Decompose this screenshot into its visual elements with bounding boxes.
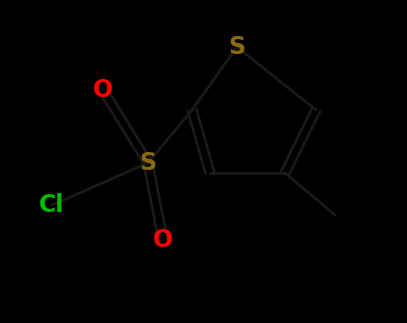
Text: S: S [140, 151, 157, 175]
Text: Cl: Cl [39, 193, 65, 217]
Text: O: O [153, 228, 173, 252]
Text: O: O [93, 78, 113, 102]
Text: S: S [228, 35, 245, 59]
